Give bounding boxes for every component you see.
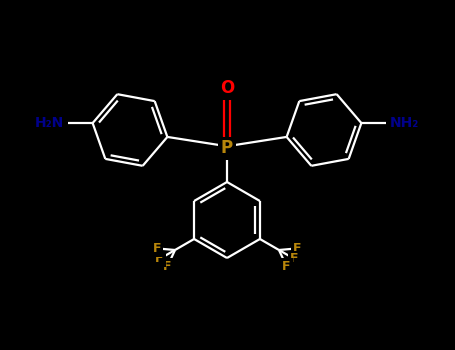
Text: P: P: [221, 139, 233, 157]
Text: H₂N: H₂N: [35, 116, 64, 130]
Text: F: F: [163, 260, 172, 273]
Text: O: O: [220, 79, 234, 97]
Text: F: F: [282, 260, 291, 273]
Text: F: F: [155, 252, 164, 266]
Text: F: F: [153, 242, 162, 255]
Text: NH₂: NH₂: [390, 116, 419, 130]
Text: F: F: [290, 252, 299, 266]
Text: F: F: [293, 242, 301, 255]
